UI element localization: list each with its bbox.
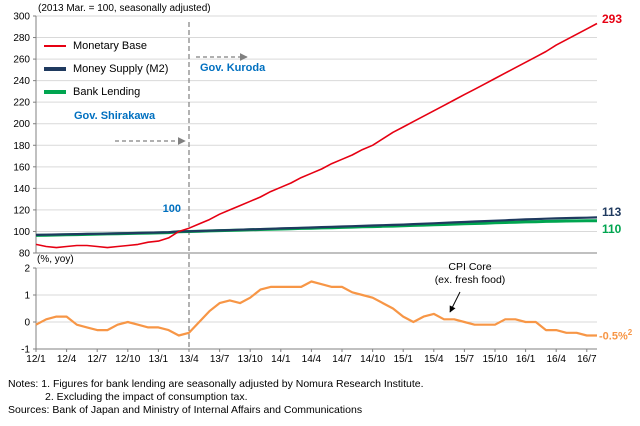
y-tick-label: 180 [13, 141, 30, 152]
axes [33, 15, 588, 352]
y-axis-labels: 80 100 120 140 160 180 200 220 240 260 280 300 -1 0 1 2 [13, 12, 30, 356]
base-index-label: 100 [162, 203, 181, 215]
note-line-1: Notes: 1. Figures for bank lending are s… [8, 378, 424, 390]
x-tick-label: 13/4 [179, 354, 199, 365]
monetary-base-line [35, 22, 598, 249]
x-tick-label: 12/10 [115, 354, 140, 365]
legend-label-monetary-base: Monetary Base [73, 39, 147, 52]
legend-item-monetary-base: Monetary Base [44, 34, 168, 57]
x-tick-label: 15/1 [393, 354, 413, 365]
cpi-core-annotation-line2: (ex. fresh food) [434, 274, 506, 286]
gov-shirakawa-annotation: Gov. Shirakawa [74, 110, 156, 122]
notes-block: Notes: 1. Figures for bank lending are s… [8, 378, 424, 417]
y-tick-label: 2 [24, 264, 30, 275]
x-tick-label: 16/1 [516, 354, 536, 365]
cpi-annotation-arrow [449, 291, 461, 313]
x-tick-label: 16/4 [546, 354, 566, 365]
x-tick-label: 15/4 [424, 354, 444, 365]
y-tick-label: 120 [13, 205, 30, 216]
legend-item-money-supply: Money Supply (M2) [44, 57, 168, 80]
y-tick-label: 260 [13, 55, 30, 66]
legend: Monetary Base Money Supply (M2) Bank Len… [44, 34, 168, 103]
chart-subtitle: (2013 Mar. = 100, seasonally adjusted) [38, 3, 211, 14]
x-tick-label: 14/7 [332, 354, 352, 365]
x-tick-label: 15/10 [482, 354, 507, 365]
bank-lending-end-value: 110 [602, 222, 622, 236]
x-tick-label: 12/7 [87, 354, 107, 365]
y-tick-label: 160 [13, 162, 30, 173]
x-tick-label: 15/7 [455, 354, 475, 365]
money-supply-end-value: 113 [602, 205, 622, 219]
x-tick-label: 12/1 [26, 354, 46, 365]
y-tick-label: 100 [13, 227, 30, 238]
money-supply-line [35, 216, 598, 236]
cpi-core-annotation: CPI Core (ex. fresh food) [408, 261, 532, 287]
monetary-base-line-swatch [44, 44, 66, 47]
y-tick-label: 200 [13, 119, 30, 130]
x-tick-label: 14/4 [302, 354, 322, 365]
y-tick-label: 140 [13, 184, 30, 195]
monetary-base-end-value: 293 [602, 12, 623, 26]
y-tick-label: 240 [13, 76, 30, 87]
y-tick-label: -1 [21, 345, 30, 356]
x-tick-label: 12/4 [57, 354, 77, 365]
y-tick-label: 300 [13, 12, 30, 23]
x-tick-label: 13/1 [149, 354, 169, 365]
y-tick-label: 220 [13, 98, 30, 109]
cpi-core-line [35, 280, 597, 337]
legend-label-bank-lending: Bank Lending [73, 85, 141, 98]
note-line-2: 2. Excluding the impact of consumption t… [45, 391, 248, 403]
legend-label-money-supply: Money Supply (M2) [73, 62, 169, 75]
gridlines [36, 15, 597, 350]
money-supply-line-swatch [44, 66, 66, 71]
y-tick-label: 0 [24, 318, 30, 329]
cpi-end-value-text: -0.5% [599, 330, 628, 343]
x-tick-label: 14/1 [271, 354, 291, 365]
x-tick-label: 13/10 [238, 354, 263, 365]
y-tick-label: 80 [19, 249, 31, 260]
cpi-end-value: -0.5%2 [599, 328, 632, 343]
cpi-core-annotation-line1: CPI Core [448, 261, 492, 273]
y-tick-label: 280 [13, 33, 30, 44]
gov-kuroda-annotation: Gov. Kuroda [200, 62, 266, 74]
x-tick-label: 14/10 [360, 354, 385, 365]
legend-item-bank-lending: Bank Lending [44, 80, 168, 103]
y-tick-label: 1 [24, 291, 30, 302]
x-tick-label: 13/7 [210, 354, 230, 365]
sources-line: Sources: Bank of Japan and Ministry of I… [8, 404, 363, 416]
x-tick-label: 16/7 [577, 354, 597, 365]
cpi-end-footnote-ref: 2 [627, 328, 633, 337]
lower-panel-axis-label: (%, yoy) [37, 254, 74, 265]
bank-lending-line-swatch [44, 89, 66, 94]
x-axis-labels: 12/1 12/4 12/7 12/10 13/1 13/4 13/7 13/10 14/1 14… [26, 354, 597, 365]
